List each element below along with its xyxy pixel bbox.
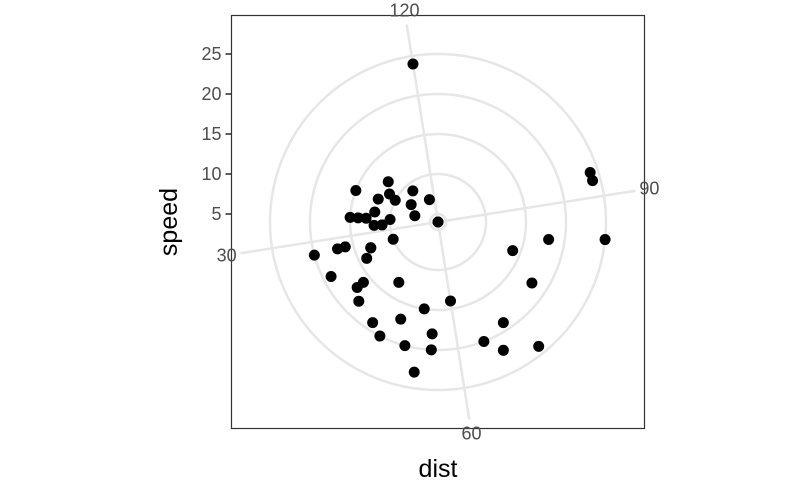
data-point <box>360 212 372 224</box>
data-point <box>350 184 362 196</box>
data-point <box>393 276 405 288</box>
data-point <box>351 281 363 293</box>
theta-tick-labels: 30 60 90 120 <box>217 1 660 444</box>
radius-tick-label: 20 <box>201 84 221 104</box>
data-point <box>599 234 611 246</box>
data-point <box>365 242 377 254</box>
data-point <box>372 193 384 205</box>
data-point <box>584 167 596 179</box>
theta-tick-label: 60 <box>461 423 481 443</box>
data-point <box>352 212 364 224</box>
radius-gridline-5 <box>428 212 448 232</box>
data-point <box>478 335 490 347</box>
data-point <box>425 344 437 356</box>
data-point <box>387 233 399 245</box>
radius-gridline-20 <box>308 92 568 352</box>
data-point <box>325 270 337 282</box>
polar-grid <box>240 24 636 420</box>
data-point <box>399 340 411 352</box>
data-point <box>409 210 421 222</box>
data-point <box>332 243 344 255</box>
data-point <box>426 328 438 340</box>
theta-tick-label: 30 <box>217 245 237 265</box>
data-point <box>432 216 444 228</box>
theta-gridline-120 <box>405 24 440 223</box>
data-point <box>497 317 509 329</box>
data-point <box>374 330 386 342</box>
x-axis-label: dist <box>419 455 458 483</box>
data-point <box>344 211 356 223</box>
theta-gridline-90 <box>437 189 636 224</box>
theta-tick-label: 120 <box>389 1 419 21</box>
data-point <box>543 234 555 246</box>
radius-tick-label: 25 <box>201 44 221 64</box>
data-point <box>361 252 373 264</box>
data-point <box>507 245 519 257</box>
radius-tick-label: 10 <box>201 164 221 184</box>
data-point <box>368 219 380 231</box>
data-points <box>308 58 611 378</box>
data-point <box>308 249 320 261</box>
data-point <box>367 317 379 329</box>
data-point <box>533 340 545 352</box>
data-point <box>407 185 419 197</box>
data-point <box>423 194 435 206</box>
data-point <box>497 344 509 356</box>
data-point <box>405 199 417 211</box>
data-point <box>526 277 538 289</box>
radius-tick-label: 15 <box>201 124 221 144</box>
theta-tick-label: 90 <box>639 179 659 199</box>
data-point <box>376 219 388 231</box>
data-point <box>408 366 420 378</box>
radius-axis: 5 10 15 20 25 <box>201 44 232 224</box>
data-point <box>407 58 419 70</box>
data-point <box>369 206 381 218</box>
data-point <box>353 295 365 307</box>
radius-tick-label: 5 <box>211 204 221 224</box>
data-point <box>395 313 407 325</box>
theta-gridline-30 <box>240 220 439 255</box>
data-point <box>418 303 430 315</box>
theta-gridline-60 <box>436 221 471 420</box>
data-point <box>445 295 457 307</box>
radius-gridline-25 <box>268 52 608 392</box>
y-axis-label: speed <box>155 188 183 256</box>
data-point <box>384 213 396 225</box>
data-point <box>382 176 394 188</box>
data-point <box>384 188 396 200</box>
